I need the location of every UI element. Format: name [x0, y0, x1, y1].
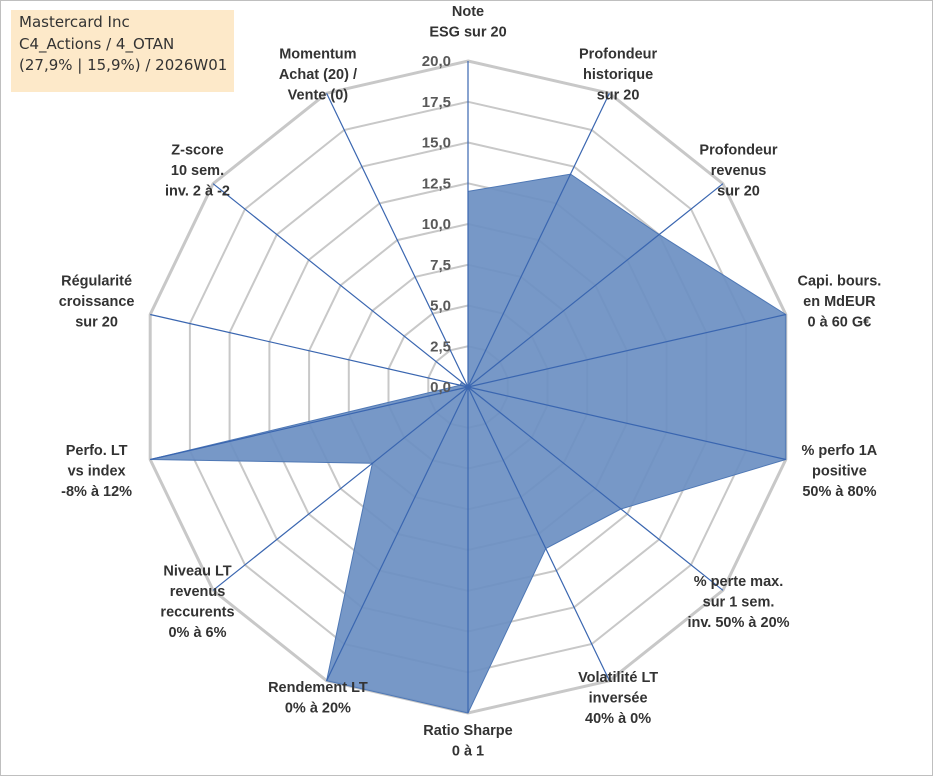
- axis-label-line: 0% à 20%: [285, 701, 351, 717]
- axis-label-line: Achat (20) /: [279, 67, 357, 83]
- axis-label-line: 0 à 1: [452, 744, 484, 760]
- axis-label-line: ESG sur 20: [429, 25, 506, 41]
- axis-label-line: historique: [583, 67, 653, 83]
- axis-spoke: [212, 183, 469, 388]
- axis-label-line: Note: [452, 4, 484, 20]
- axis-label-line: Perfo. LT: [66, 443, 128, 459]
- axis-label-line: 10 sem.: [171, 163, 224, 179]
- axis-label: Perfo. LT vs index -8% à 12%: [61, 443, 132, 500]
- axis-label-line: Z-score: [171, 143, 223, 159]
- radial-tick-label: 17,5: [422, 94, 451, 111]
- axis-label-line: Ratio Sharpe: [423, 723, 512, 739]
- axis-label-line: 50% à 80%: [802, 484, 876, 500]
- axis-label-line: Momentum: [279, 47, 356, 63]
- axis-spoke: [212, 386, 469, 591]
- axis-label: % perfo 1A positive 50% à 80%: [802, 443, 878, 500]
- title-box: Mastercard Inc C4_Actions / 4_OTAN (27,9…: [11, 10, 234, 92]
- axis-label-line: vs index: [68, 464, 126, 480]
- axis-label-line: Capi. bours.: [798, 274, 882, 290]
- axis-spoke: [467, 386, 786, 461]
- axis-label-line: positive: [812, 464, 867, 480]
- axis-label-line: sur 20: [717, 184, 760, 200]
- axis-spoke: [326, 93, 469, 388]
- axis-label-line: Profondeur: [579, 47, 657, 63]
- axis-label: Rendement LT 0% à 20%: [268, 680, 368, 717]
- axis-label-line: Niveau LT: [163, 564, 231, 580]
- title-line-category: C4_Actions / 4_OTAN: [19, 34, 175, 53]
- axis-spoke: [150, 386, 469, 461]
- radial-tick-label: 5,0: [430, 298, 451, 315]
- axis-label-line: Rendement LT: [268, 680, 368, 696]
- axis-label-line: reccurents: [160, 605, 234, 621]
- radial-tick-label: 15,0: [422, 135, 451, 152]
- radar-spokes: [150, 61, 786, 713]
- axis-label: Momentum Achat (20) / Vente (0): [279, 47, 357, 104]
- axis-label: Z-score 10 sem. inv. 2 à -2: [165, 143, 230, 200]
- axis-label-line: Vente (0): [288, 88, 349, 104]
- radial-tick-label: 20,0: [422, 53, 451, 70]
- axis-label-line: Volatilité LT: [578, 670, 658, 686]
- axis-label-line: 0 à 60 G€: [808, 315, 872, 331]
- axis-label: Profondeur revenus sur 20: [699, 143, 777, 200]
- axis-label-line: % perfo 1A: [802, 443, 878, 459]
- axis-label-line: sur 20: [597, 88, 640, 104]
- axis-labels: Note ESG sur 20 Profondeur historique sur 20…: [59, 4, 882, 760]
- axis-label-line: revenus: [711, 163, 767, 179]
- title-line-stats: (27,9% | 15,9%) / 2026W01: [19, 56, 228, 74]
- axis-label-line: sur 20: [75, 315, 118, 331]
- axis-label: Capi. bours. en MdEUR 0 à 60 G€: [798, 274, 882, 331]
- title-line-company: Mastercard Inc: [19, 13, 130, 31]
- axis-spoke: [467, 183, 724, 388]
- radial-tick-label: 7,5: [430, 257, 451, 274]
- radial-tick-label: 0,0: [430, 379, 451, 396]
- axis-label-line: croissance: [59, 294, 135, 310]
- radial-tick-label: 10,0: [422, 216, 451, 233]
- axis-label-line: 0% à 6%: [168, 625, 226, 641]
- axis-label-line: inv. 2 à -2: [165, 184, 230, 200]
- axis-label: Ratio Sharpe 0 à 1: [423, 723, 512, 760]
- axis-label: Note ESG sur 20: [429, 4, 506, 41]
- axis-label: Profondeur historique sur 20: [579, 47, 657, 104]
- axis-label-line: Régularité: [61, 274, 132, 290]
- axis-spoke: [467, 313, 786, 388]
- radial-tick-label: 2,5: [430, 338, 451, 355]
- radial-tick-labels: 0,0 2,5 5,0 7,5 10,0 12,5 15,0 17,5 20,0: [422, 53, 451, 396]
- axis-label-line: -8% à 12%: [61, 484, 132, 500]
- axis-spoke: [467, 386, 724, 591]
- axis-label-line: en MdEUR: [803, 294, 876, 310]
- axis-spoke: [467, 93, 610, 388]
- axis-spoke: [467, 386, 610, 681]
- axis-label-line: Profondeur: [699, 143, 777, 159]
- axis-label-line: % perte max.: [694, 574, 783, 590]
- axis-label-line: 40% à 0%: [585, 711, 651, 727]
- radial-tick-label: 12,5: [422, 175, 451, 192]
- axis-label: % perte max. sur 1 sem. inv. 50% à 20%: [687, 574, 789, 631]
- axis-label-line: revenus: [170, 584, 226, 600]
- axis-label: Niveau LT revenus reccurents 0% à 6%: [160, 564, 234, 642]
- axis-label: Volatilité LT inversée 40% à 0%: [578, 670, 658, 727]
- axis-spoke: [326, 386, 469, 681]
- axis-label-line: sur 1 sem.: [703, 595, 775, 611]
- axis-label-line: inv. 50% à 20%: [687, 615, 789, 631]
- axis-label-line: inversée: [589, 691, 648, 707]
- axis-spoke: [150, 313, 469, 388]
- axis-label: Régularité croissance sur 20: [59, 274, 135, 331]
